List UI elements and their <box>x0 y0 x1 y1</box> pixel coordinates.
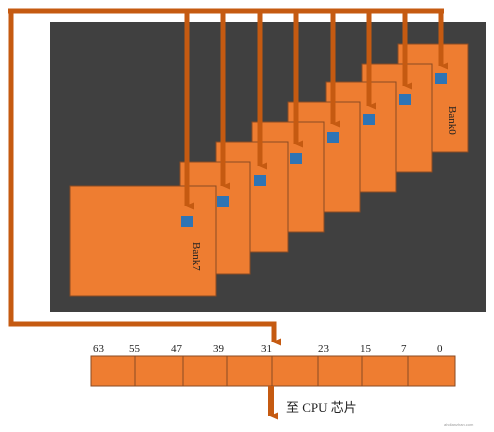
bit-label: 23 <box>318 343 330 355</box>
cell-bank-3 <box>327 132 339 143</box>
cell-bank-4 <box>290 153 302 164</box>
cell-bank-6 <box>217 196 229 207</box>
cell-bank-1 <box>399 94 411 105</box>
watermark: ahdianzhan.com <box>444 422 474 427</box>
cpu-output-label: 至 CPU 芯片 <box>286 400 357 415</box>
bank-7-label: Bank7 <box>190 242 202 271</box>
bit-label: 7 <box>401 343 407 355</box>
bit-label: 15 <box>360 343 372 355</box>
cell-bank-7 <box>181 216 193 227</box>
register-box <box>90 355 456 387</box>
bit-label: 31 <box>261 343 272 355</box>
bank-0-label: Bank0 <box>446 106 458 135</box>
bit-label: 0 <box>437 343 443 355</box>
data-register <box>90 355 456 387</box>
bit-label: 47 <box>171 343 183 355</box>
storage-cells <box>181 73 447 227</box>
cell-bank-2 <box>363 114 375 125</box>
bit-label: 39 <box>213 343 225 355</box>
bit-label: 63 <box>93 343 105 355</box>
bit-position-labels: 63 55 47 39 31 23 15 7 0 <box>93 343 443 355</box>
cell-bank-5 <box>254 175 266 186</box>
bank-7 <box>69 185 217 297</box>
bit-label: 55 <box>129 343 141 355</box>
cell-bank-0 <box>435 73 447 84</box>
bus-arrows <box>184 11 448 210</box>
